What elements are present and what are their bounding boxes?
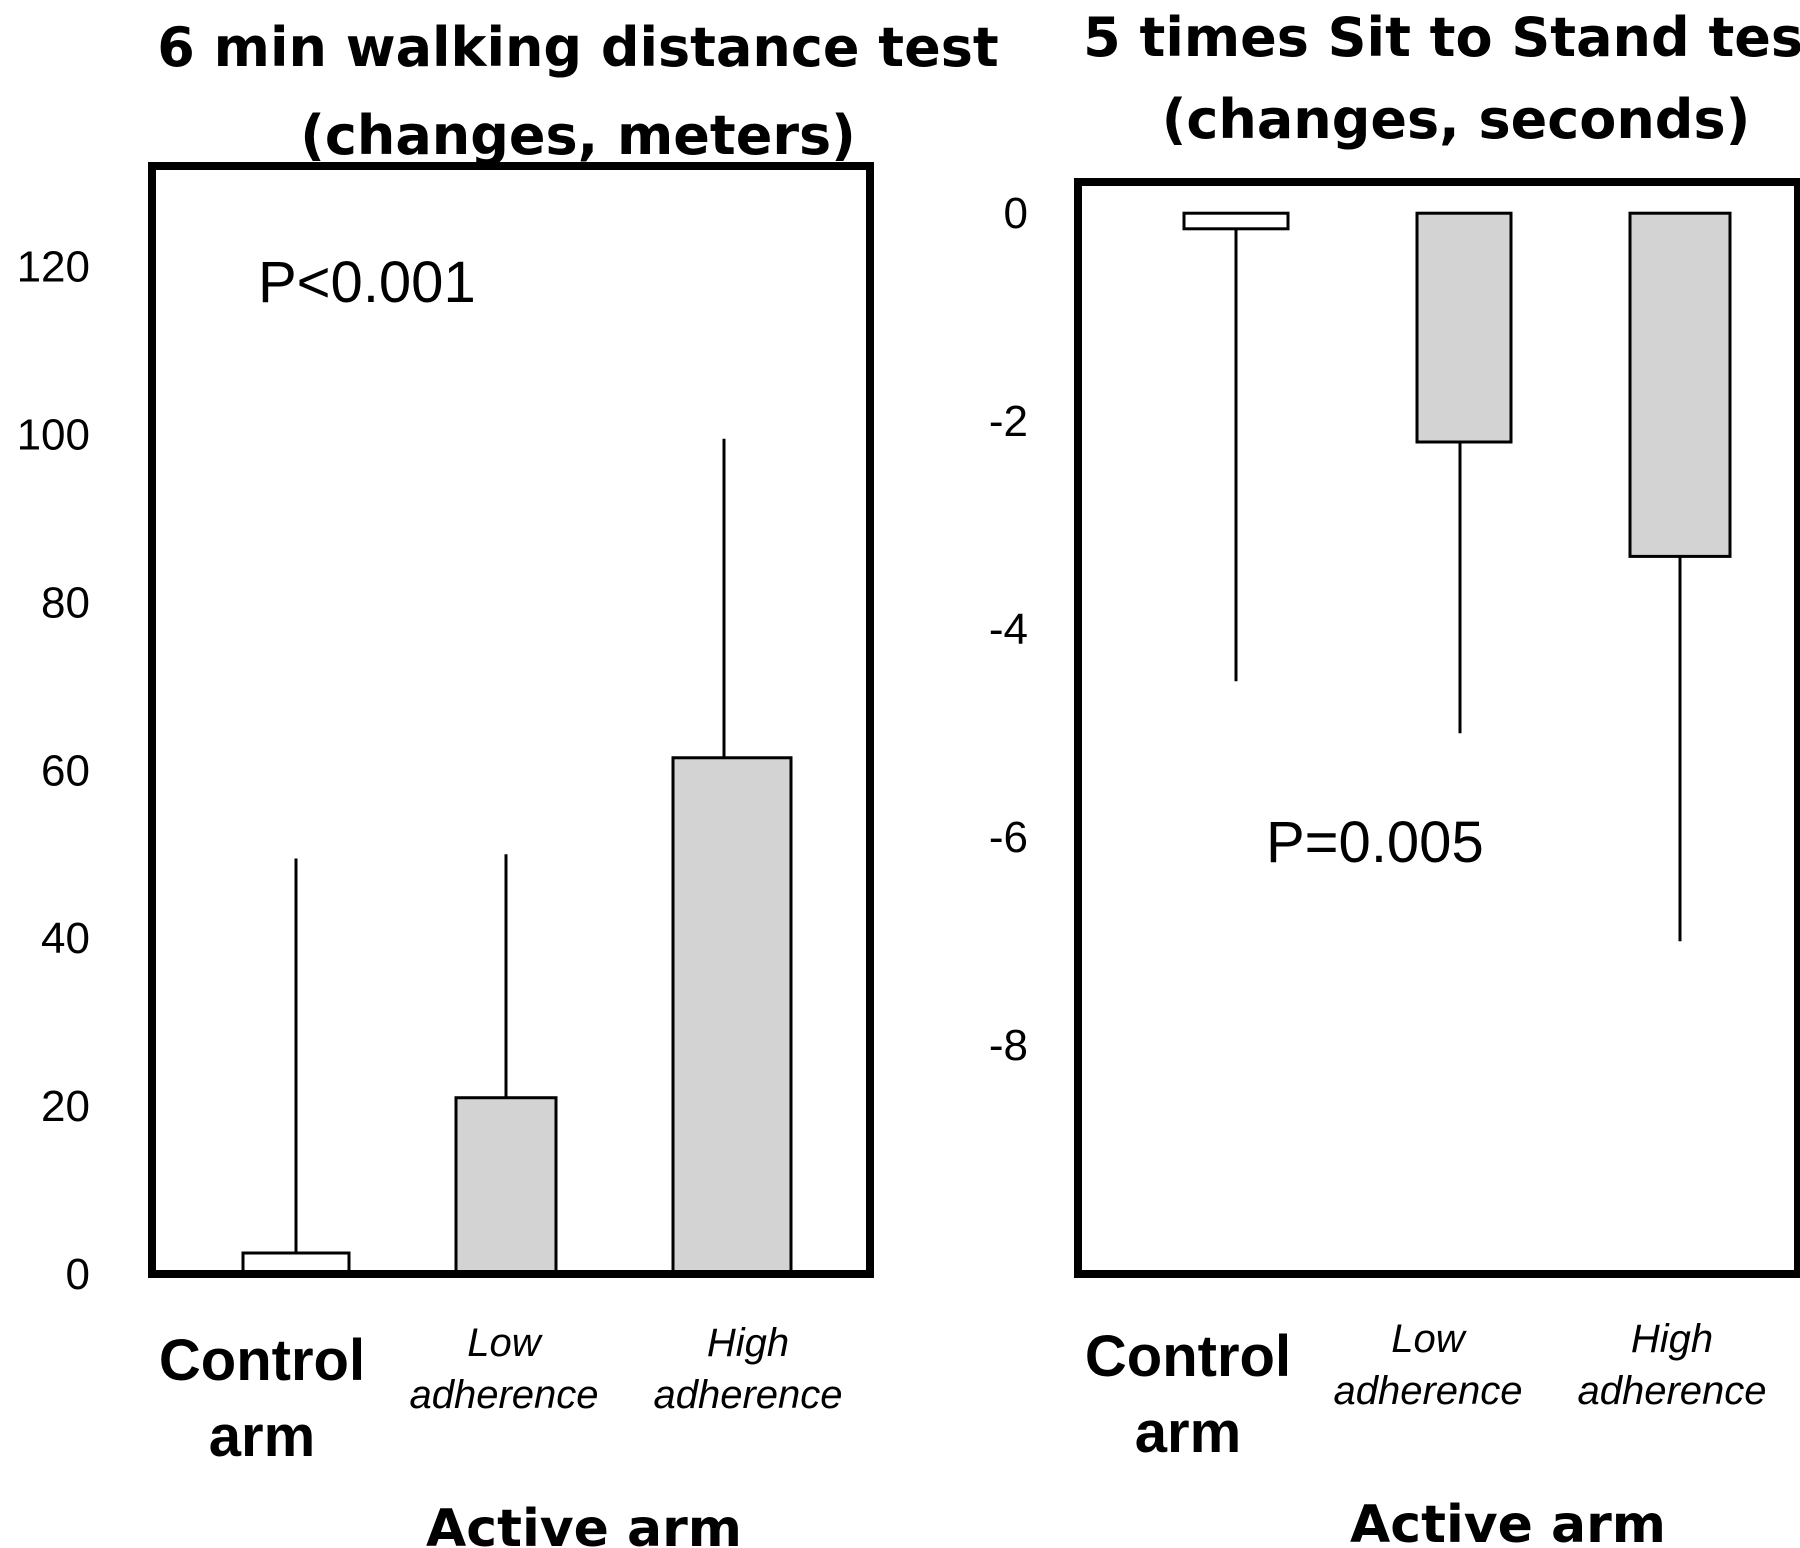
category-label: arm	[209, 1404, 315, 1469]
category-label: Control	[159, 1328, 365, 1393]
chart-title: 6 min walking distance test	[157, 16, 998, 79]
plot-frame	[148, 162, 874, 1278]
p-value-annotation: P=0.005	[1266, 810, 1484, 875]
category-label: arm	[1135, 1400, 1241, 1465]
chart-title: (changes, seconds)	[1162, 88, 1751, 151]
y-tick-label: 100	[17, 411, 90, 460]
y-tick-label: 0	[66, 1250, 90, 1299]
category-label: adherence	[653, 1373, 842, 1417]
y-tick-label: 20	[41, 1082, 90, 1131]
y-tick-label: -4	[989, 605, 1028, 654]
bar	[671, 756, 793, 1276]
bar	[1415, 211, 1513, 444]
category-label: Control	[1085, 1324, 1291, 1389]
category-label: adherence	[409, 1373, 598, 1417]
category-label: Low	[1391, 1317, 1467, 1361]
y-tick-label: 80	[41, 578, 90, 627]
y-tick-label: 40	[41, 914, 90, 963]
p-value-annotation: P<0.001	[258, 250, 476, 315]
group-label: Active arm	[1350, 1495, 1666, 1548]
plot-frame	[1074, 178, 1800, 1278]
category-label: adherence	[1577, 1369, 1766, 1413]
y-tick-label: -6	[989, 813, 1028, 862]
y-tick-label: -2	[989, 397, 1028, 446]
y-tick-label: 120	[17, 243, 90, 292]
walking-distance-panel: 6 min walking distance test (changes, met…	[17, 16, 999, 1548]
category-label: High	[1631, 1317, 1713, 1361]
bar	[1182, 211, 1290, 231]
category-label: adherence	[1333, 1369, 1522, 1413]
bar	[454, 1096, 558, 1276]
category-label: High	[707, 1321, 789, 1365]
group-label: Active arm	[426, 1499, 742, 1548]
chart-title: 5 times Sit to Stand test	[1083, 6, 1800, 69]
bar	[1628, 211, 1732, 558]
y-tick-label: 60	[41, 746, 90, 795]
category-label: Low	[467, 1321, 543, 1365]
sit-to-stand-panel: 5 times Sit to Stand test (changes, secon…	[989, 6, 1800, 1548]
y-tick-label: -8	[989, 1021, 1028, 1070]
y-tick-label: 0	[1004, 189, 1028, 238]
chart-title: (changes, meters)	[300, 104, 856, 167]
